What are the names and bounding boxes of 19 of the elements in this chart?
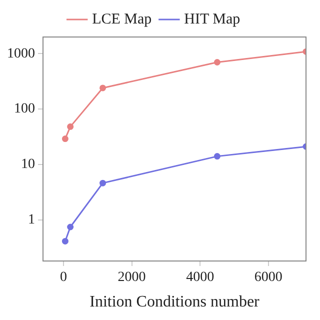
x-tick-label: 2000 [118,270,146,286]
point [62,136,68,142]
point [214,153,220,160]
y-tick-label: 1000 [7,46,35,62]
x-tick-label: 0 [60,270,67,286]
y-tick-label: 10 [21,157,35,172]
point [67,123,74,130]
point [214,58,220,66]
point [100,180,106,186]
x-tick-label: 4000 [186,270,214,286]
y-tick-label: 100 [14,102,35,117]
legend-label: LCE Map [92,11,152,28]
point [62,238,68,244]
x-tick-label: 6000 [254,270,282,286]
point [67,224,74,230]
legend-label: HIT Map [184,11,240,28]
y-tick-label: 1 [28,212,35,228]
point [100,84,106,92]
x-axis-title: Inition Conditions number [90,294,260,311]
